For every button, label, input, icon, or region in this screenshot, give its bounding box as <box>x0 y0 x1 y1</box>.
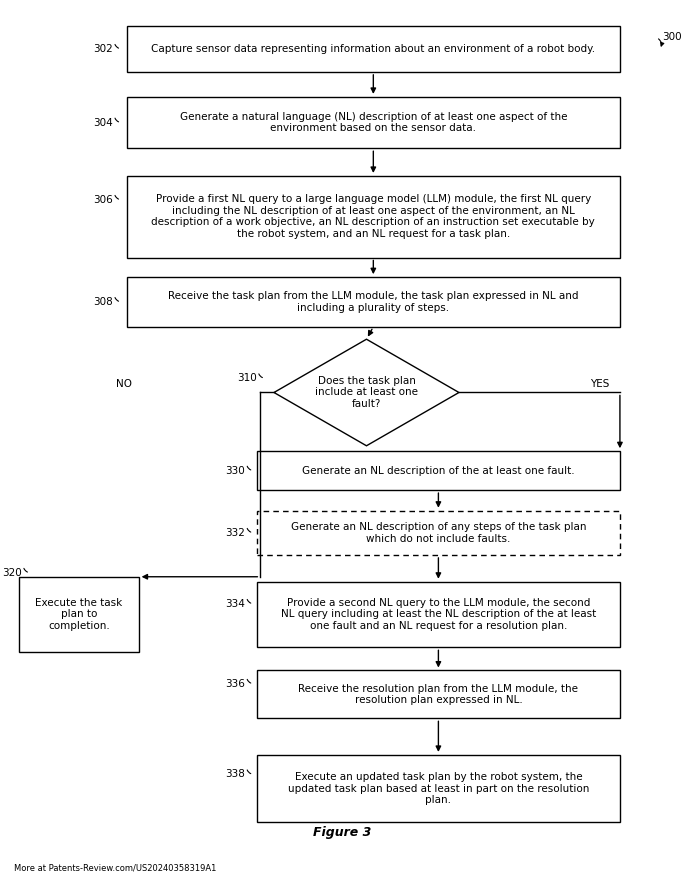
Text: 300: 300 <box>662 32 682 43</box>
Text: 336: 336 <box>225 678 245 689</box>
Text: 302: 302 <box>93 44 113 54</box>
Text: Execute the task
plan to
completion.: Execute the task plan to completion. <box>35 598 123 631</box>
Text: Provide a first NL query to a large language model (LLM) module, the first NL qu: Provide a first NL query to a large lang… <box>151 194 595 239</box>
Text: 308: 308 <box>93 297 113 307</box>
FancyBboxPatch shape <box>257 755 620 822</box>
Text: Receive the resolution plan from the LLM module, the
resolution plan expressed i: Receive the resolution plan from the LLM… <box>299 684 578 705</box>
Text: 338: 338 <box>225 769 245 780</box>
FancyBboxPatch shape <box>127 26 620 72</box>
Text: Receive the task plan from the LLM module, the task plan expressed in NL and
inc: Receive the task plan from the LLM modul… <box>168 291 579 313</box>
Text: Figure 3: Figure 3 <box>313 827 372 839</box>
Text: Generate an NL description of any steps of the task plan
which do not include fa: Generate an NL description of any steps … <box>290 522 586 543</box>
Text: 332: 332 <box>225 527 245 538</box>
FancyBboxPatch shape <box>257 451 620 490</box>
Text: 334: 334 <box>225 599 245 609</box>
Text: Generate a natural language (NL) description of at least one aspect of the
envir: Generate a natural language (NL) descrip… <box>179 112 567 133</box>
Text: More at Patents-Review.com/US20240358319A1: More at Patents-Review.com/US20240358319… <box>14 863 216 872</box>
Text: 310: 310 <box>237 373 257 384</box>
Text: 304: 304 <box>93 117 113 128</box>
FancyBboxPatch shape <box>257 582 620 647</box>
Text: 320: 320 <box>2 567 22 578</box>
Polygon shape <box>274 339 459 446</box>
FancyBboxPatch shape <box>19 577 138 652</box>
Text: 330: 330 <box>225 465 245 476</box>
Text: Generate an NL description of the at least one fault.: Generate an NL description of the at lea… <box>302 465 575 476</box>
Text: Provide a second NL query to the LLM module, the second
NL query including at le: Provide a second NL query to the LLM mod… <box>281 598 596 631</box>
FancyBboxPatch shape <box>257 511 620 555</box>
FancyBboxPatch shape <box>127 176 620 258</box>
Text: Execute an updated task plan by the robot system, the
updated task plan based at: Execute an updated task plan by the robo… <box>288 772 589 805</box>
Text: Capture sensor data representing information about an environment of a robot bod: Capture sensor data representing informa… <box>151 44 595 54</box>
FancyBboxPatch shape <box>257 670 620 718</box>
FancyBboxPatch shape <box>127 97 620 148</box>
FancyBboxPatch shape <box>127 277 620 327</box>
Text: YES: YES <box>590 378 610 389</box>
Text: NO: NO <box>116 378 132 389</box>
Text: 306: 306 <box>93 194 113 205</box>
Text: Does the task plan
include at least one
fault?: Does the task plan include at least one … <box>315 376 418 409</box>
